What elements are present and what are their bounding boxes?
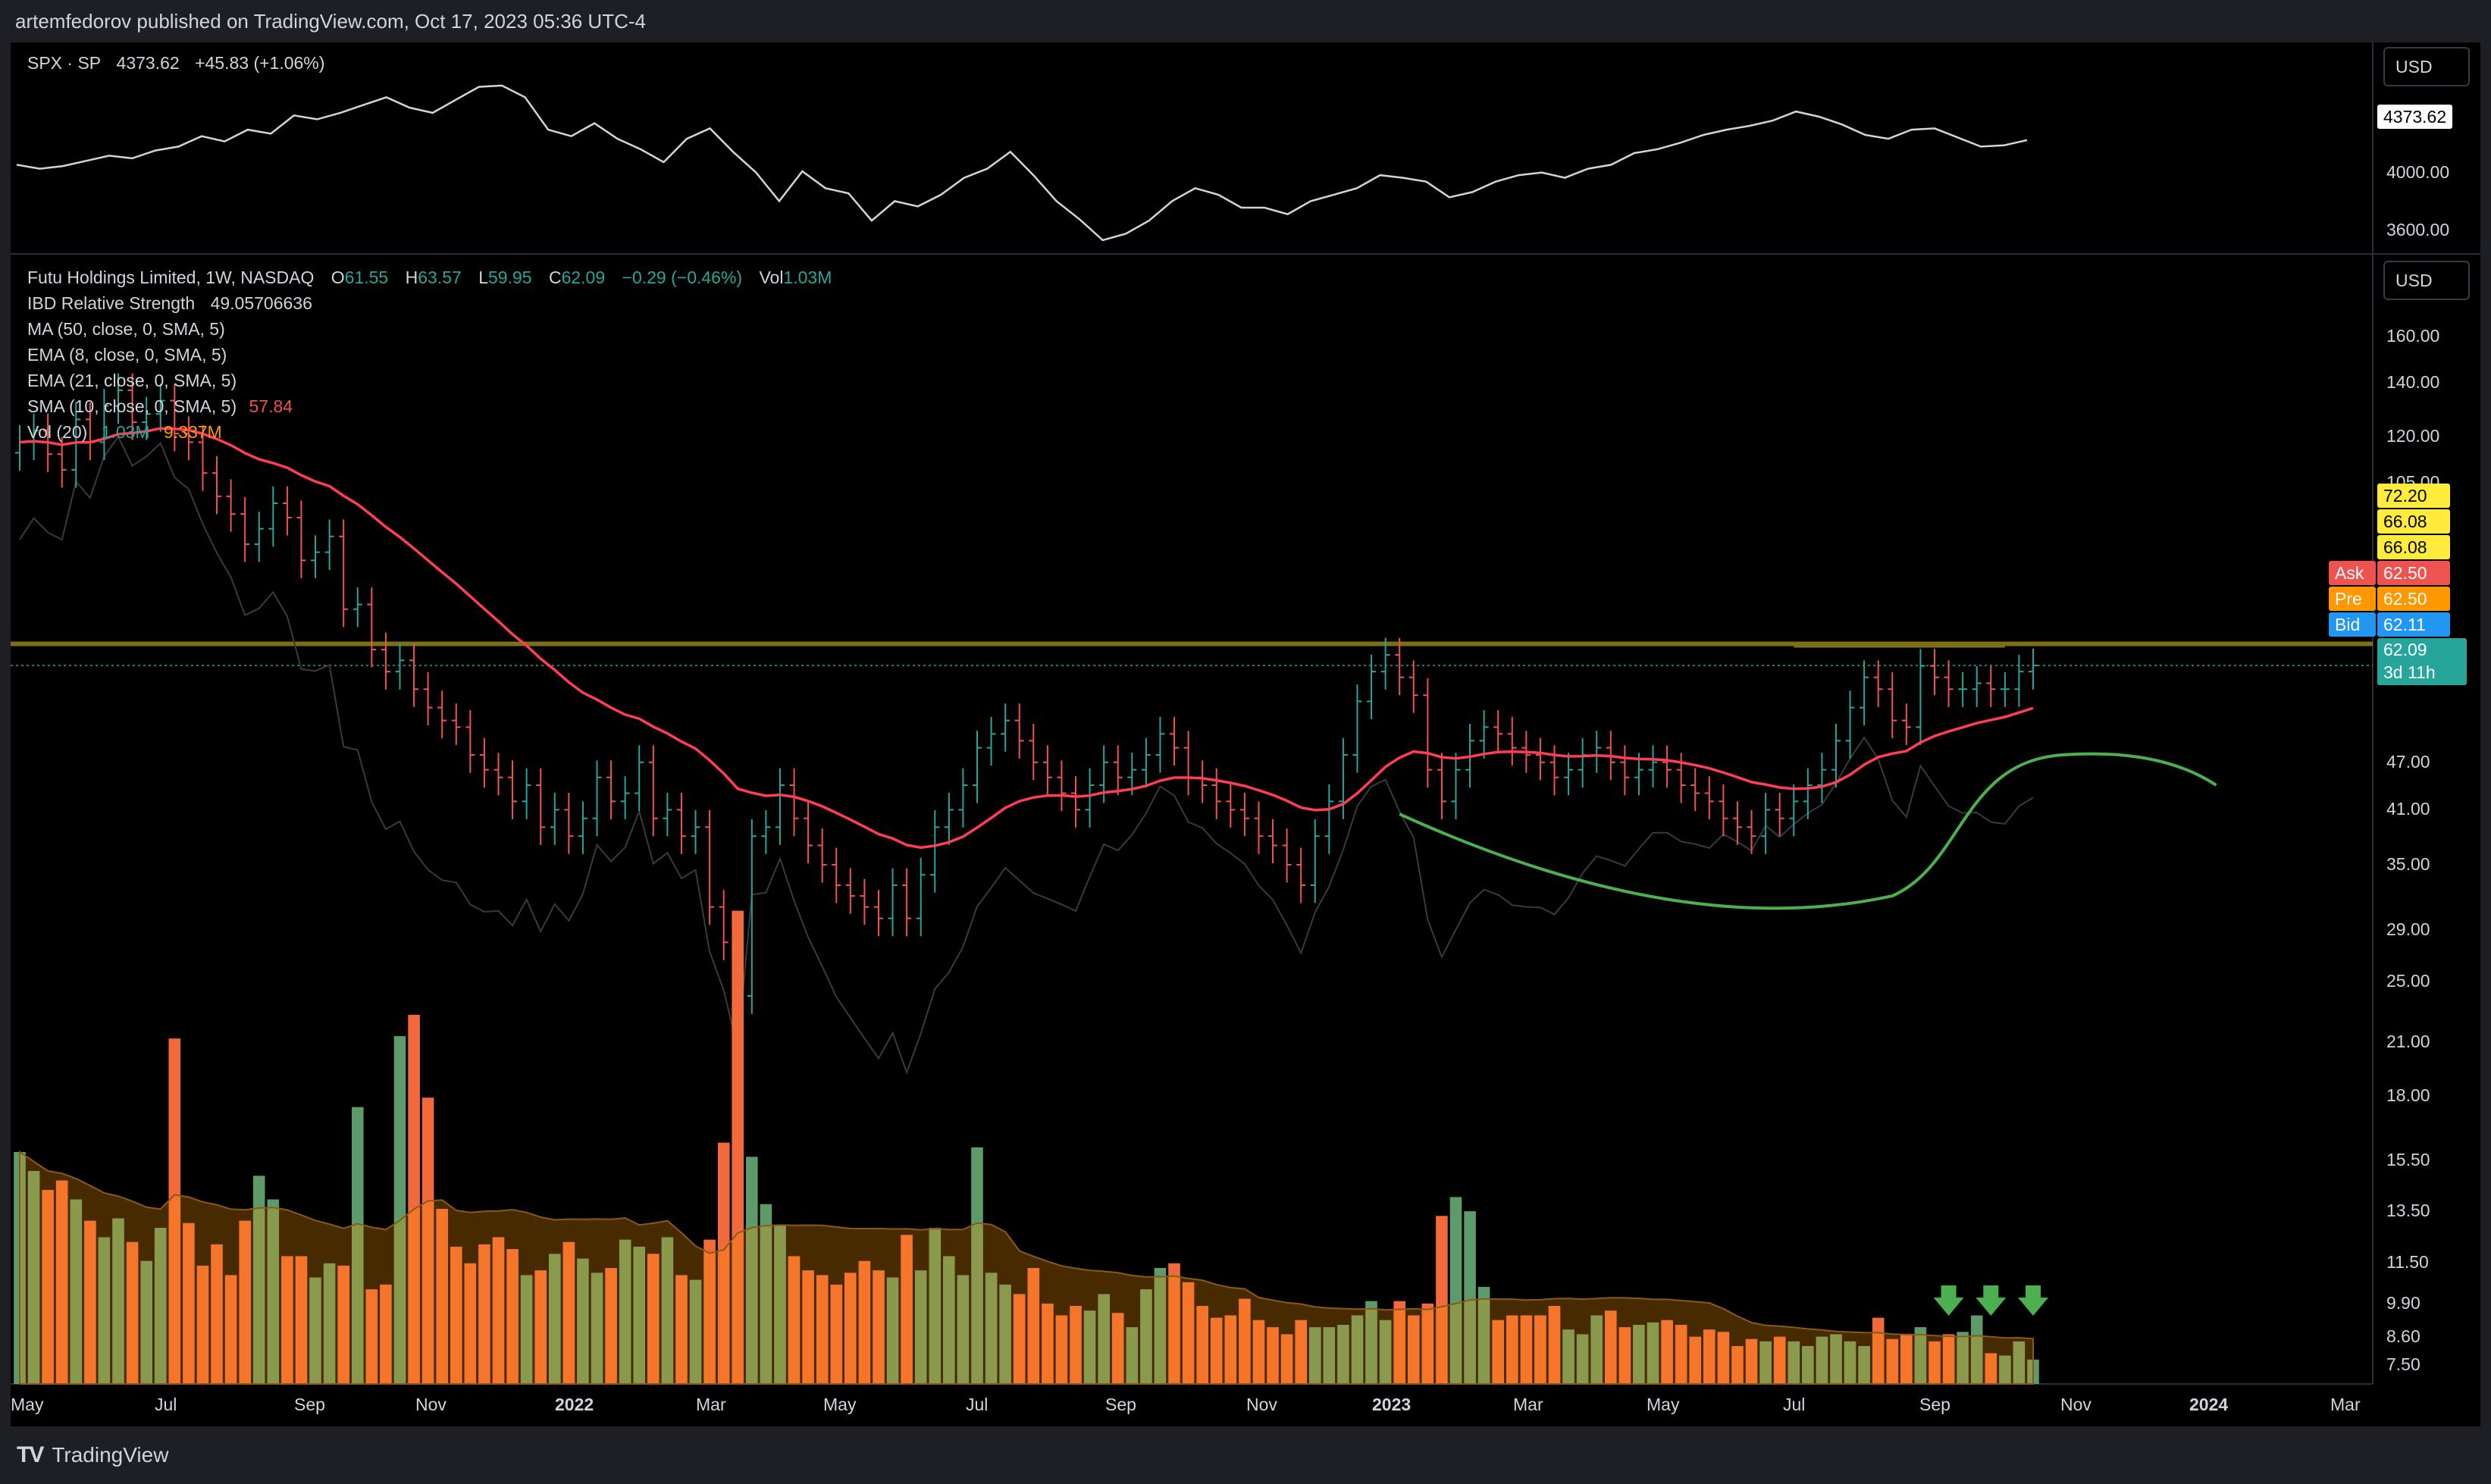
spx-title: SPX · SP <box>27 53 101 73</box>
time-tick-11: Mar <box>1513 1395 1543 1415</box>
price-tag-72-20: 72.20 <box>2377 484 2450 508</box>
time-tick-2: Sep <box>294 1395 325 1415</box>
ask-label-tag: Ask <box>2329 561 2376 585</box>
vol-label: Vol <box>759 268 783 287</box>
indicator-vol[interactable]: Vol (20) 1.03M 9.337M <box>27 419 836 445</box>
spx-tick-4000: 4000.00 <box>2386 162 2449 183</box>
chart-area[interactable]: SPX · SP 4373.62 +45.83 (+1.06%) Futu Ho… <box>11 42 2480 1426</box>
main-change: −0.29 (−0.46%) <box>622 268 743 287</box>
ask-price-tag: 62.50 <box>2377 561 2450 585</box>
spx-last: 4373.62 <box>117 53 180 73</box>
indicator-ibd-value: 49.05706636 <box>211 293 312 313</box>
price-tick-17: 7.50 <box>2386 1354 2420 1375</box>
chart-canvas[interactable] <box>11 42 2480 1426</box>
main-title: Futu Holdings Limited, 1W, NASDAQ <box>27 268 314 287</box>
time-tick-5: Mar <box>696 1395 726 1415</box>
time-tick-17: Mar <box>2330 1395 2361 1415</box>
indicator-ma50-name: MA (50, close, 0, SMA, 5) <box>27 319 225 339</box>
volume-arrow-1 <box>1976 1285 2006 1316</box>
ohlc-close: 62.09 <box>562 268 606 287</box>
ema-21-line <box>20 428 2033 847</box>
price-tick-8: 29.00 <box>2386 919 2430 940</box>
price-tick-7: 35.00 <box>2386 854 2430 875</box>
main-title-row: Futu Holdings Limited, 1W, NASDAQ O61.55… <box>27 265 836 290</box>
last-price-countdown: 3d 11h <box>2383 661 2467 684</box>
price-tick-5: 47.00 <box>2386 752 2430 772</box>
time-tick-14: Sep <box>1919 1395 1950 1415</box>
price-tick-11: 18.00 <box>2386 1085 2430 1106</box>
volume-ma-area <box>20 1152 2033 1384</box>
price-tick-14: 11.50 <box>2386 1252 2429 1273</box>
bid-price-tag: 62.11 <box>2377 612 2450 637</box>
vol-value: 1.03M <box>783 268 832 287</box>
pre-label-tag: Pre <box>2329 587 2376 611</box>
main-currency-button[interactable]: USD <box>2383 261 2470 300</box>
indicator-ibd-name: IBD Relative Strength <box>27 293 195 313</box>
tradingview-logo-icon: TV <box>17 1442 42 1468</box>
spx-line <box>17 86 2027 240</box>
publisher-line: artemfedorov published on TradingView.co… <box>0 0 2491 42</box>
price-tick-12: 15.50 <box>2386 1150 2430 1170</box>
price-tick-10: 21.00 <box>2386 1032 2430 1052</box>
time-tick-16: 2024 <box>2189 1395 2228 1415</box>
price-tick-13: 13.50 <box>2386 1201 2430 1221</box>
indicator-ema21[interactable]: EMA (21, close, 0, SMA, 5) <box>27 368 836 393</box>
spx-currency-button[interactable]: USD <box>2383 47 2470 86</box>
spx-change: +45.83 (+1.06%) <box>195 53 324 73</box>
indicator-vol-value2: 9.337M <box>164 422 222 442</box>
ohlc-close-label: C <box>549 268 562 287</box>
pre-price-tag: 62.50 <box>2377 587 2450 611</box>
rs-line <box>20 437 2033 1072</box>
ohlc-high-label: H <box>406 268 418 287</box>
spx-legend: SPX · SP 4373.62 +45.83 (+1.06%) <box>27 50 329 76</box>
price-tick-15: 9.90 <box>2386 1293 2420 1313</box>
ohlc-high: 63.57 <box>418 268 462 287</box>
price-tick-6: 41.00 <box>2386 799 2430 819</box>
ohlc-low: 59.95 <box>488 268 532 287</box>
price-tick-1: 140.00 <box>2386 372 2439 393</box>
time-tick-1: Jul <box>155 1395 177 1415</box>
ohlc-low-label: L <box>478 268 488 287</box>
time-tick-6: May <box>823 1395 856 1415</box>
main-legend: Futu Holdings Limited, 1W, NASDAQ O61.55… <box>27 265 836 445</box>
price-tick-9: 25.00 <box>2386 971 2430 991</box>
last-price-tag: 62.09 3d 11h <box>2377 638 2467 685</box>
footer: TV TradingView <box>0 1426 2491 1484</box>
indicator-sma10-name: SMA (10, close, 0, SMA, 5) <box>27 396 237 416</box>
indicator-ma50[interactable]: MA (50, close, 0, SMA, 5) <box>27 316 836 342</box>
time-tick-10: 2023 <box>1372 1395 1411 1415</box>
time-tick-13: Jul <box>1783 1395 1805 1415</box>
price-tick-0: 160.00 <box>2386 326 2439 346</box>
indicator-vol-name: Vol (20) <box>27 422 87 442</box>
ohlc-open: 61.55 <box>345 268 389 287</box>
bid-label-tag: Bid <box>2329 612 2376 637</box>
time-tick-12: May <box>1647 1395 1679 1415</box>
time-tick-7: Jul <box>966 1395 988 1415</box>
price-tick-2: 120.00 <box>2386 426 2439 446</box>
indicator-vol-value1: 1.03M <box>102 422 150 442</box>
price-tag-66-08-b: 66.08 <box>2377 535 2450 559</box>
indicator-sma10[interactable]: SMA (10, close, 0, SMA, 5) 57.84 <box>27 393 836 419</box>
spx-last-tag: 4373.62 <box>2377 105 2452 129</box>
spx-tick-3600: 3600.00 <box>2386 220 2449 240</box>
indicator-ema8[interactable]: EMA (8, close, 0, SMA, 5) <box>27 342 836 368</box>
last-price-value: 62.09 <box>2383 638 2467 661</box>
price-tag-66-08-a: 66.08 <box>2377 509 2450 534</box>
time-tick-8: Sep <box>1105 1395 1136 1415</box>
volume-arrow-2 <box>2018 1285 2048 1316</box>
ohlc-open-label: O <box>331 268 345 287</box>
volume-arrow-0 <box>1934 1285 1964 1316</box>
indicator-ema21-name: EMA (21, close, 0, SMA, 5) <box>27 371 237 390</box>
indicator-ema8-name: EMA (8, close, 0, SMA, 5) <box>27 345 227 365</box>
footer-brand: TradingView <box>52 1443 168 1467</box>
price-tick-16: 8.60 <box>2386 1326 2420 1347</box>
time-tick-0: May <box>11 1395 43 1415</box>
indicator-sma10-value: 57.84 <box>249 396 293 416</box>
time-tick-9: Nov <box>1246 1395 1277 1415</box>
time-tick-15: Nov <box>2060 1395 2092 1415</box>
time-tick-4: 2022 <box>555 1395 594 1415</box>
time-tick-3: Nov <box>415 1395 446 1415</box>
indicator-ibd[interactable]: IBD Relative Strength 49.05706636 <box>27 290 836 316</box>
